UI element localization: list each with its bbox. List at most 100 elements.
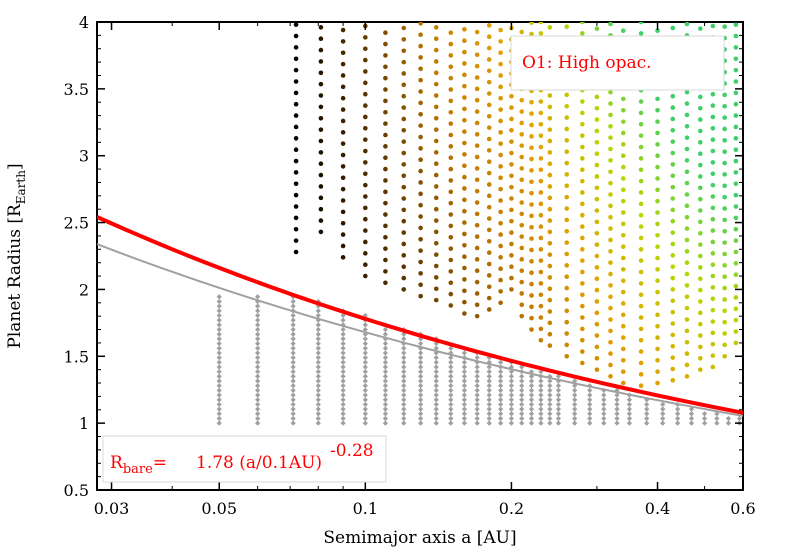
gray-diamond-point [572, 378, 578, 384]
gray-diamond-point [486, 415, 492, 422]
colored-dot-point [608, 283, 613, 288]
gray-diamond-point [362, 415, 368, 422]
colored-dot-point [710, 251, 716, 256]
colored-dot-point [564, 285, 570, 291]
colored-dot-point [547, 331, 553, 337]
colored-dot-point [383, 200, 388, 206]
colored-dot-point [383, 189, 388, 195]
colored-dot-point [293, 33, 299, 39]
colored-dot-point [722, 126, 727, 132]
colored-dot-point [670, 378, 676, 383]
gray-diamond-point [401, 411, 407, 417]
colored-dot-point [638, 303, 644, 309]
colored-dot-point [684, 260, 690, 265]
colored-dot-point [363, 194, 368, 199]
colored-dot-point [620, 119, 626, 124]
gray-diamond-point [290, 415, 296, 422]
gray-diamond-point [418, 406, 424, 412]
colored-dot-point [638, 269, 644, 275]
colored-dot-point [684, 351, 690, 356]
colored-dot-point [529, 327, 534, 332]
gray-diamond-point [340, 317, 346, 323]
colored-dot-point [529, 213, 534, 219]
colored-dot-point [670, 93, 676, 99]
colored-dot-point [529, 281, 534, 287]
colored-dot-point [363, 273, 368, 279]
gray-diamond-point [433, 420, 439, 426]
colored-dot-point [433, 286, 439, 292]
gray-diamond-point [255, 298, 261, 305]
gray-diamond-point [474, 373, 480, 379]
colored-dot-point [733, 158, 739, 164]
colored-dot-point [383, 121, 388, 126]
colored-dot-point [474, 166, 480, 171]
gray-diamond-point [340, 345, 346, 351]
colored-dot-point [529, 122, 534, 128]
colored-dot-point [547, 320, 553, 326]
colored-dot-point [529, 31, 534, 37]
colored-dot-point [564, 342, 570, 348]
gray-diamond-point [290, 411, 296, 417]
colored-dot-point [564, 194, 570, 200]
gray-diamond-point [255, 401, 261, 408]
gray-diamond-point [418, 392, 424, 398]
colored-dot-point [564, 297, 570, 302]
colored-dot-point [580, 235, 585, 241]
gray-diamond-point [401, 369, 407, 375]
gray-diamond-point [362, 406, 368, 412]
colored-dot-point [670, 173, 676, 179]
colored-dot-point [318, 138, 324, 144]
legend-label: O1: High opac. [522, 53, 652, 73]
gray-diamond-point [315, 322, 321, 328]
gray-diamond-point [601, 392, 607, 398]
gray-diamond-point [433, 392, 439, 398]
colored-dot-point [363, 114, 368, 120]
colored-dot-point [722, 228, 727, 234]
colored-dot-point [529, 247, 534, 253]
gray-diamond-point [340, 355, 346, 361]
gray-diamond-point [538, 378, 544, 384]
gray-diamond-point [448, 383, 454, 389]
gray-diamond-point [255, 345, 261, 351]
colored-dot-point [448, 144, 454, 149]
colored-dot-point [638, 247, 644, 252]
gray-diamond-point [382, 392, 389, 398]
gray-diamond-point [216, 326, 222, 333]
colored-dot-point [594, 151, 600, 157]
colored-dot-point [620, 289, 626, 295]
gray-diamond-point [644, 420, 650, 426]
colored-dot-point [722, 217, 727, 223]
gray-diamond-point [587, 415, 593, 422]
gray-diamond-point [315, 387, 321, 393]
colored-dot-point [608, 260, 613, 265]
gray-diamond-point [216, 387, 222, 393]
colored-dot-point [340, 164, 346, 169]
gray-diamond-point [290, 345, 296, 351]
colored-dot-point [670, 128, 676, 133]
colored-dot-point [529, 145, 534, 150]
colored-dot-point [519, 211, 525, 217]
gray-diamond-point [255, 331, 261, 337]
colored-dot-point [318, 81, 324, 87]
fit-annotation: Rbare= 1.78 (a/0.1AU) -0.28 [102, 435, 387, 483]
gray-diamond-point [315, 378, 321, 384]
colored-dot-point [670, 230, 676, 235]
gray-diamond-point [255, 303, 261, 309]
colored-dot-point [519, 200, 525, 205]
gray-diamond-point [474, 369, 480, 375]
colored-dot-point [722, 138, 727, 143]
colored-dot-point [529, 111, 534, 116]
colored-dot-point [655, 107, 660, 113]
colored-dot-point [608, 22, 613, 27]
colored-dot-point [363, 35, 368, 40]
gray-diamond-point [418, 359, 424, 365]
gray-diamond-point [255, 383, 261, 389]
x-tick-label: 0.2 [499, 499, 524, 518]
gray-diamond-point [340, 406, 346, 412]
colored-dot-point [594, 344, 600, 350]
colored-dot-point [519, 177, 525, 183]
x-tick-label: 0.05 [201, 499, 237, 518]
colored-dot-point [462, 311, 467, 316]
colored-dot-point [519, 268, 525, 274]
colored-dot-point [383, 246, 388, 251]
